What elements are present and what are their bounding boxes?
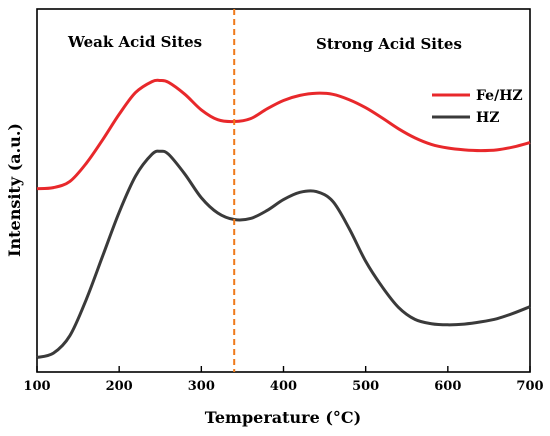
legend: Fe/HZ HZ [432,88,523,126]
weak-acid-annotation: Weak Acid Sites [67,33,202,51]
x-tick-label: 600 [434,379,461,394]
x-axis-title: Temperature (°C) [205,408,361,427]
x-tick-label: 400 [270,379,297,394]
x-tick-label: 700 [516,379,543,394]
x-ticks: 100 200 300 400 500 600 700 [23,366,544,394]
y-axis-title: Intensity (a.u.) [5,123,24,257]
strong-acid-annotation: Strong Acid Sites [316,35,462,53]
legend-label-hz: HZ [476,110,499,126]
x-tick-label: 200 [106,379,133,394]
series-layer [36,78,531,359]
series-line-fe-hz [36,78,531,191]
x-tick-label: 100 [23,379,50,394]
plot-frame [36,8,531,373]
legend-label-fe-hz: Fe/HZ [476,88,523,104]
series-line-hz [36,149,531,359]
x-tick-label: 300 [188,379,215,394]
x-tick-label: 500 [352,379,379,394]
